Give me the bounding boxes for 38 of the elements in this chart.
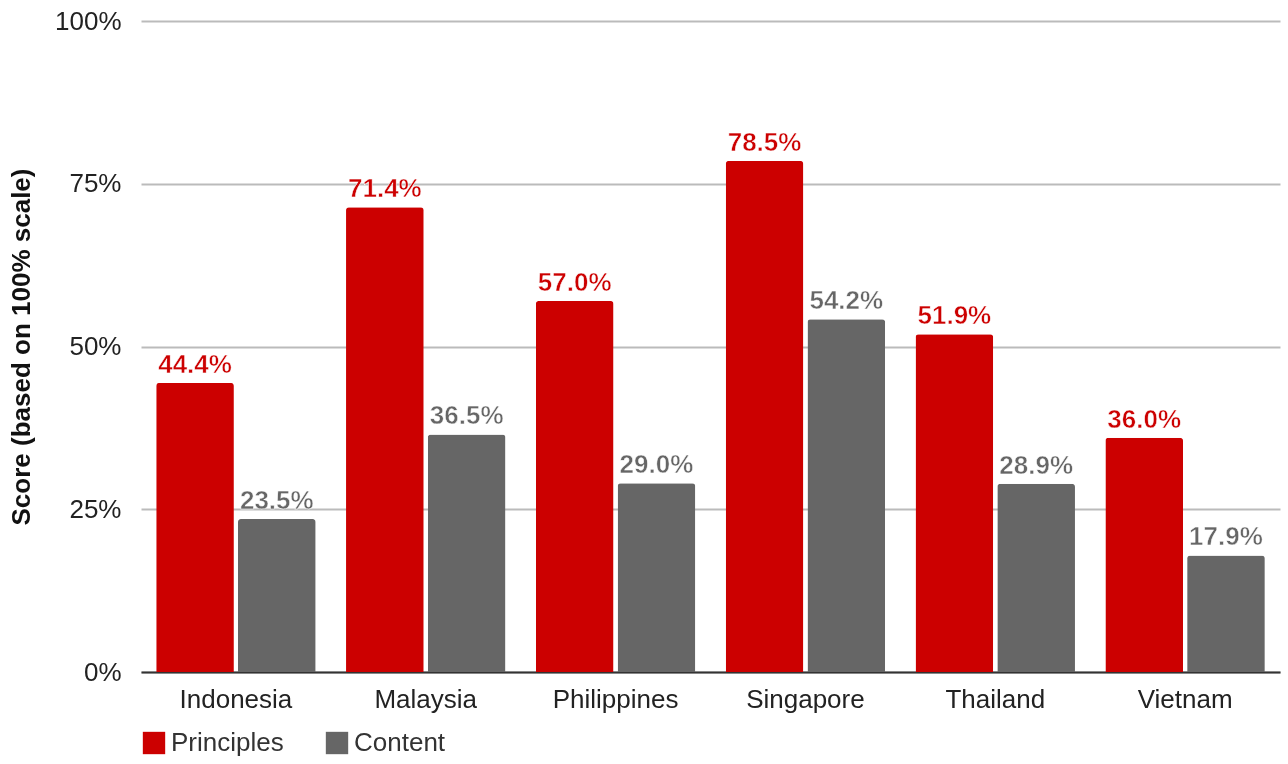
- x-tick-label: Philippines: [552, 683, 679, 714]
- bar: [617, 483, 696, 672]
- y-tick-label: 25%: [69, 493, 122, 524]
- data-label: 17.9%: [1189, 521, 1263, 552]
- y-tick-label: 100%: [55, 5, 122, 36]
- bar: [237, 519, 316, 672]
- y-axis-title: Score (based on 100% scale): [6, 168, 36, 526]
- data-label: 57.0%: [537, 266, 612, 297]
- data-label: 54.2%: [809, 285, 884, 316]
- x-tick-label: Singapore: [746, 683, 865, 714]
- x-tick-label: Indonesia: [179, 683, 293, 714]
- data-label: 51.9%: [917, 300, 992, 331]
- data-label: 36.0%: [1107, 403, 1182, 434]
- y-tick-label: 75%: [69, 168, 122, 199]
- bar: [725, 160, 804, 672]
- y-tick-label: 50%: [69, 331, 122, 361]
- x-tick-label: Vietnam: [1137, 683, 1233, 714]
- bar: [915, 334, 994, 672]
- data-label: 28.9%: [999, 449, 1073, 480]
- bar: [807, 319, 886, 672]
- bar: [156, 382, 234, 672]
- data-label: 23.5%: [239, 485, 314, 516]
- y-tick-label: 0%: [83, 656, 122, 687]
- x-tick-label: Thailand: [945, 683, 1046, 714]
- bar: [997, 483, 1075, 672]
- bar: [535, 300, 614, 672]
- data-label: 44.4%: [158, 348, 232, 379]
- bar: [427, 434, 506, 672]
- data-label: 78.5%: [727, 126, 802, 157]
- bar: [346, 207, 424, 672]
- data-label: 71.4%: [348, 173, 422, 204]
- data-label: 36.5%: [429, 400, 504, 431]
- bar: [1187, 555, 1265, 672]
- bar: [1105, 437, 1184, 672]
- x-tick-label: Malaysia: [374, 683, 478, 714]
- legend-label: Principles: [171, 727, 284, 757]
- data-label: 29.0%: [619, 449, 694, 480]
- legend-label: Content: [354, 727, 446, 757]
